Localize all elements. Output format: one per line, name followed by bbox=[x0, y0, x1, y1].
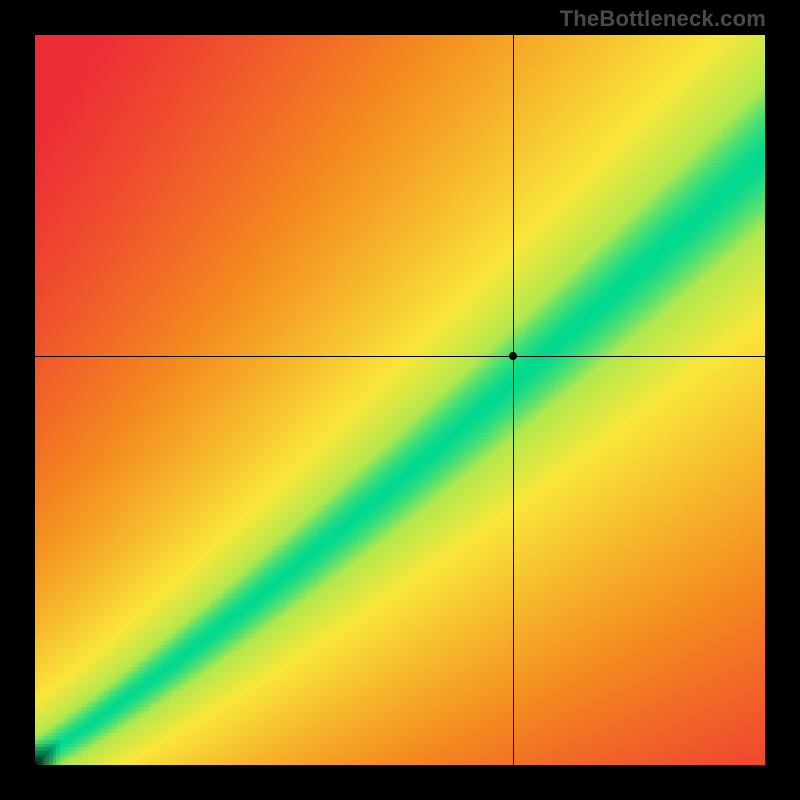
watermark-text: TheBottleneck.com bbox=[560, 6, 766, 32]
bottleneck-heatmap bbox=[35, 35, 765, 765]
crosshair-horizontal bbox=[35, 356, 765, 357]
chart-frame: TheBottleneck.com bbox=[0, 0, 800, 800]
plot-area bbox=[35, 35, 765, 765]
crosshair-vertical bbox=[513, 35, 514, 765]
marker-dot bbox=[509, 352, 517, 360]
